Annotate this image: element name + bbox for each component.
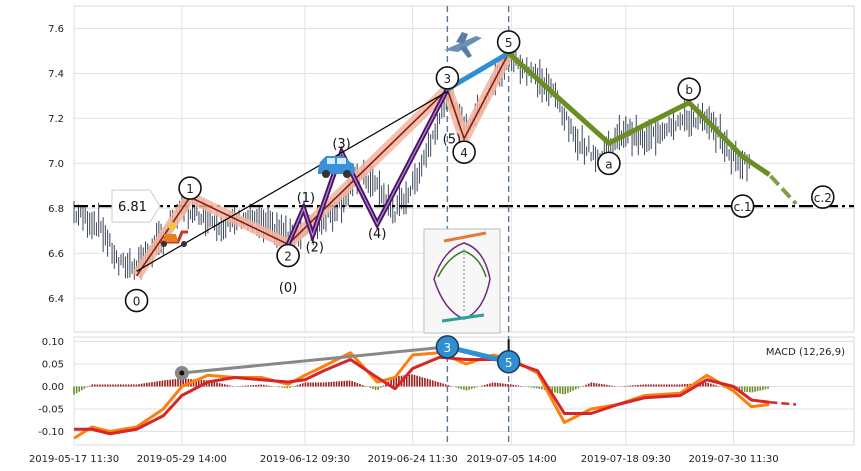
wave-label: c.1 bbox=[734, 200, 752, 214]
wave-label-circle bbox=[178, 176, 202, 200]
price-ytick-label: 7.6 bbox=[48, 24, 64, 35]
wave-label: 2 bbox=[284, 250, 292, 264]
price-ytick-label: 7.0 bbox=[48, 159, 64, 170]
xtick-label: 2019-07-30 11:30 bbox=[688, 454, 778, 465]
price-ytick-label: 7.4 bbox=[48, 69, 64, 80]
correction-projection bbox=[741, 154, 798, 206]
wave-label-circle bbox=[730, 194, 755, 218]
wave-label-circle bbox=[496, 30, 521, 54]
wave-label-circle bbox=[811, 185, 835, 209]
price-ytick-label: 7.2 bbox=[48, 114, 64, 125]
macd-marker-circle bbox=[435, 335, 460, 359]
wave-label: 1 bbox=[186, 182, 194, 196]
axis-ticks: 6.4 6.6 6.8 7.0 7.2 7.4 7.6 -0.10 -0.05 0.00 0.05 0… bbox=[29, 24, 779, 465]
inset-thumbnail bbox=[423, 228, 501, 334]
wave-label-circle bbox=[124, 288, 149, 313]
macd-lines: 35 bbox=[73, 335, 797, 440]
macd-projection bbox=[769, 401, 797, 406]
xtick-label: 2019-06-12 09:30 bbox=[260, 454, 350, 465]
macd-divergence-line bbox=[181, 345, 448, 375]
wave-label-circle bbox=[435, 66, 460, 90]
wave-label: 4 bbox=[460, 146, 468, 160]
price-ytick-label: 6.6 bbox=[48, 249, 64, 260]
macd-title: MACD (12,26,9) bbox=[766, 347, 845, 358]
xtick-label: 2019-06-24 11:30 bbox=[368, 454, 458, 465]
xtick-label: 2019-05-17 11:30 bbox=[29, 454, 119, 465]
price-ytick-label: 6.4 bbox=[48, 294, 64, 305]
price-level-label: 6.81 bbox=[118, 200, 147, 215]
macd-panel bbox=[73, 336, 855, 446]
macd-series-line bbox=[73, 351, 770, 440]
wave-label: 5 bbox=[505, 36, 513, 50]
macd-divergence-dot bbox=[179, 370, 185, 376]
wave-label-circle bbox=[677, 77, 701, 101]
airplane-icon bbox=[444, 32, 482, 58]
macd-series-line bbox=[74, 355, 770, 436]
xtick-label: 2019-07-18 09:30 bbox=[581, 454, 671, 465]
wave-label: c.2 bbox=[814, 191, 832, 205]
wave-label-circle bbox=[276, 243, 300, 268]
trend-line bbox=[136, 90, 448, 272]
wave-label: (1) bbox=[297, 191, 315, 206]
macd-ytick-label: -0.05 bbox=[38, 405, 64, 416]
wave-label: (2) bbox=[306, 241, 324, 256]
macd-ytick-label: -0.10 bbox=[38, 427, 64, 438]
xtick-label: 2019-07-05 14:00 bbox=[467, 454, 557, 465]
price-level-box bbox=[111, 189, 161, 223]
macd-ytick-label: 0.10 bbox=[42, 337, 64, 348]
wave-label: (0) bbox=[279, 281, 297, 296]
wave-label: a bbox=[605, 157, 612, 171]
scooter-icon bbox=[160, 222, 188, 247]
macd-marker-label: 5 bbox=[505, 356, 513, 370]
macd-ytick-label: 0.00 bbox=[42, 382, 64, 393]
wave-lines bbox=[132, 50, 798, 279]
wave-label: b bbox=[685, 83, 693, 97]
wave-label-circle bbox=[597, 151, 621, 176]
wave-label: (4) bbox=[368, 227, 386, 242]
primary-wave-line bbox=[135, 52, 510, 277]
wave-label: 3 bbox=[444, 72, 452, 86]
price-level-callout: 6.81 bbox=[111, 189, 161, 223]
car-icon bbox=[318, 156, 354, 178]
wave-label: (3) bbox=[332, 137, 350, 152]
price-ytick-label: 6.8 bbox=[48, 204, 64, 215]
xtick-label: 2019-05-29 14:00 bbox=[137, 454, 227, 465]
wave-label: 0 bbox=[133, 295, 141, 309]
macd-marker-circle bbox=[496, 350, 521, 374]
macd-marker-label: 3 bbox=[444, 341, 452, 355]
wave-label-circle bbox=[452, 140, 476, 164]
subwave-line bbox=[287, 88, 448, 245]
macd-ytick-label: 0.05 bbox=[42, 360, 64, 371]
